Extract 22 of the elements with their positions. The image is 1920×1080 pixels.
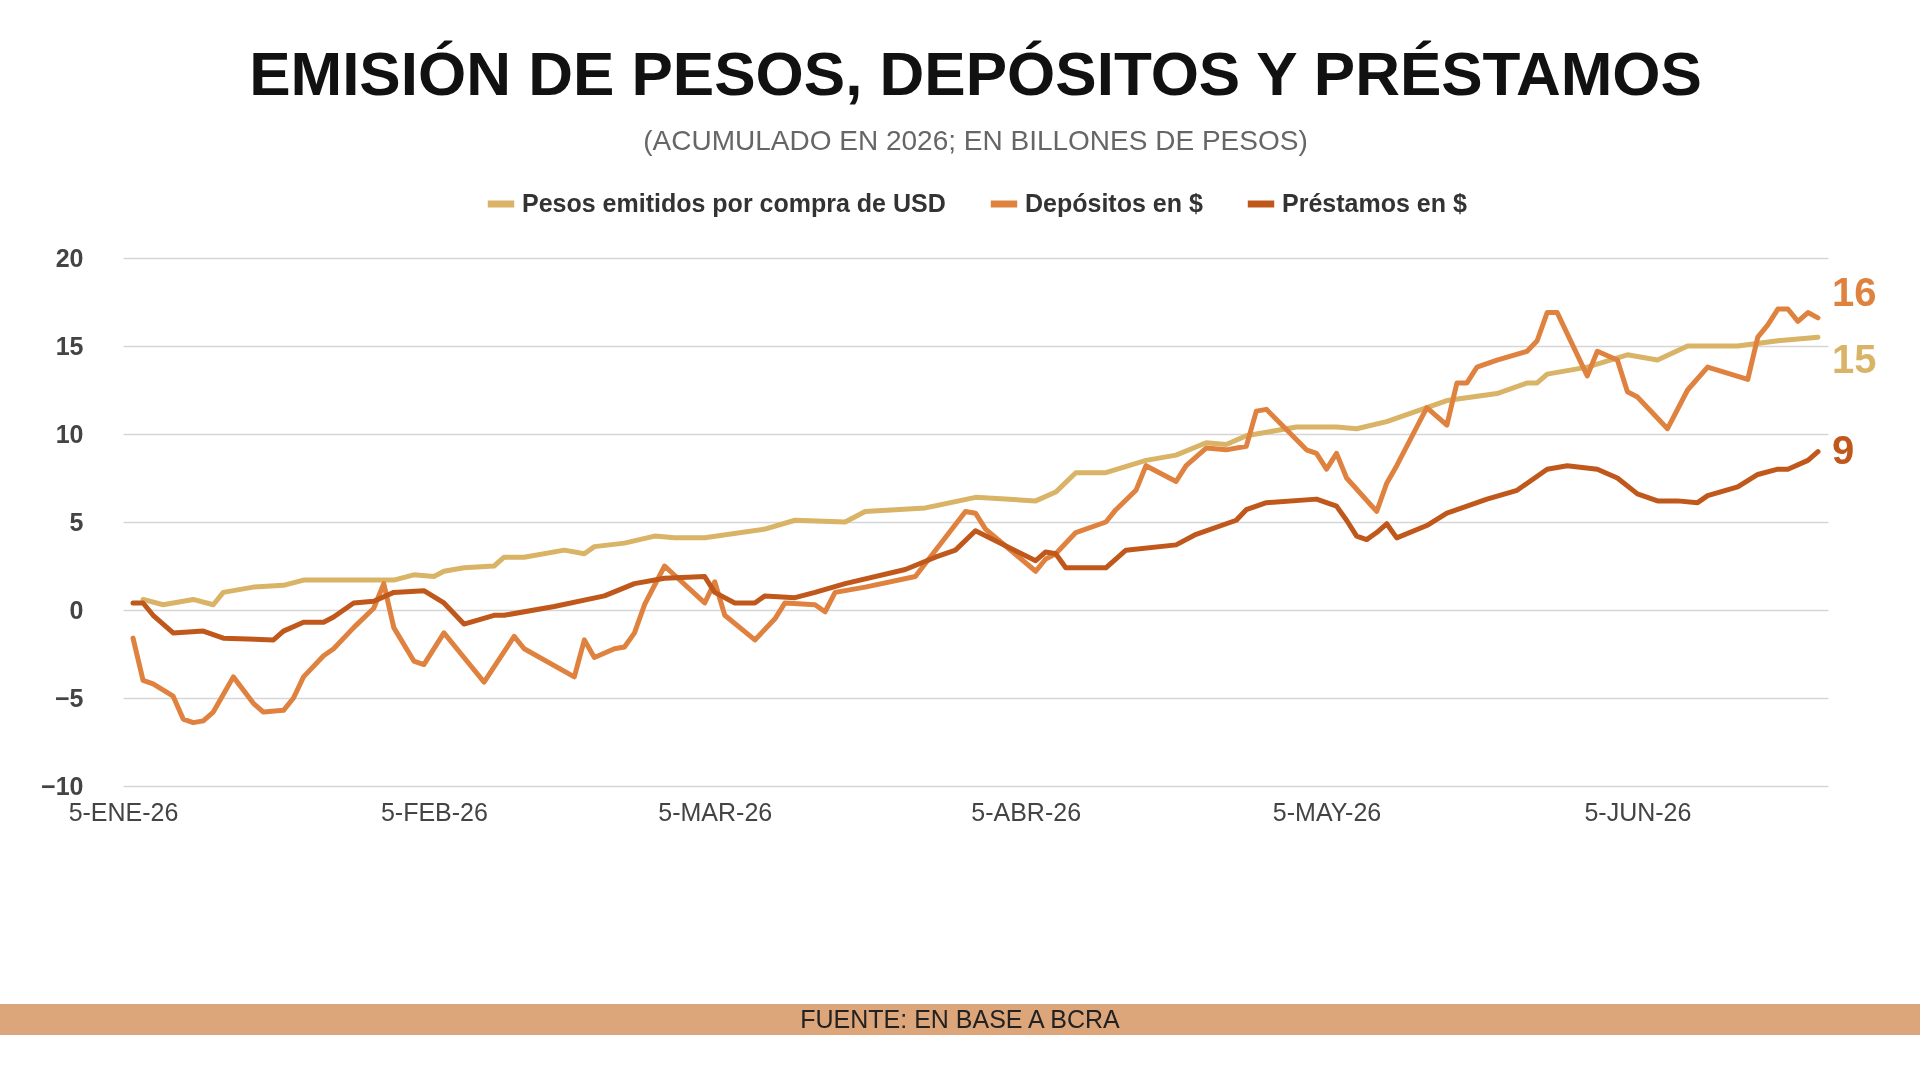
y-tick-label: −5 (54, 683, 84, 712)
annotation: 15 (1831, 337, 1877, 382)
y-tick-label: 20 (55, 243, 84, 272)
x-tick-label: 5-ENE-26 (68, 797, 179, 826)
chart-subtitle: (ACUMULADO EN 2026; EN BILLONES DE PESOS) (643, 125, 1308, 156)
x-tick-label: 5-MAY-26 (1272, 797, 1382, 826)
x-tick-label: 5-MAR-26 (658, 797, 773, 826)
legend-label: Pesos emitidos por compra de USD (522, 189, 946, 217)
y-tick-label: −10 (41, 771, 84, 800)
legend-label: Depósitos en $ (1025, 189, 1203, 217)
x-tick-label: 5-JUN-26 (1584, 797, 1692, 826)
annotation: 16 (1831, 269, 1877, 314)
y-tick-label: 5 (69, 507, 84, 536)
legend-label: Préstamos en $ (1282, 189, 1467, 217)
source-note: FUENTE: EN BASE A BCRA (0, 1004, 1920, 1035)
x-tick-label: 5-FEB-26 (380, 797, 488, 826)
y-tick-label: 0 (69, 595, 84, 624)
x-tick-label: 5-ABR-26 (971, 797, 1082, 826)
annotation: 9 (1831, 427, 1855, 472)
y-tick-label: 15 (55, 331, 84, 360)
y-tick-label: 10 (55, 419, 84, 448)
chart-title: EMISIÓN DE PESOS, DEPÓSITOS Y PRÉSTAMOS (249, 39, 1702, 108)
